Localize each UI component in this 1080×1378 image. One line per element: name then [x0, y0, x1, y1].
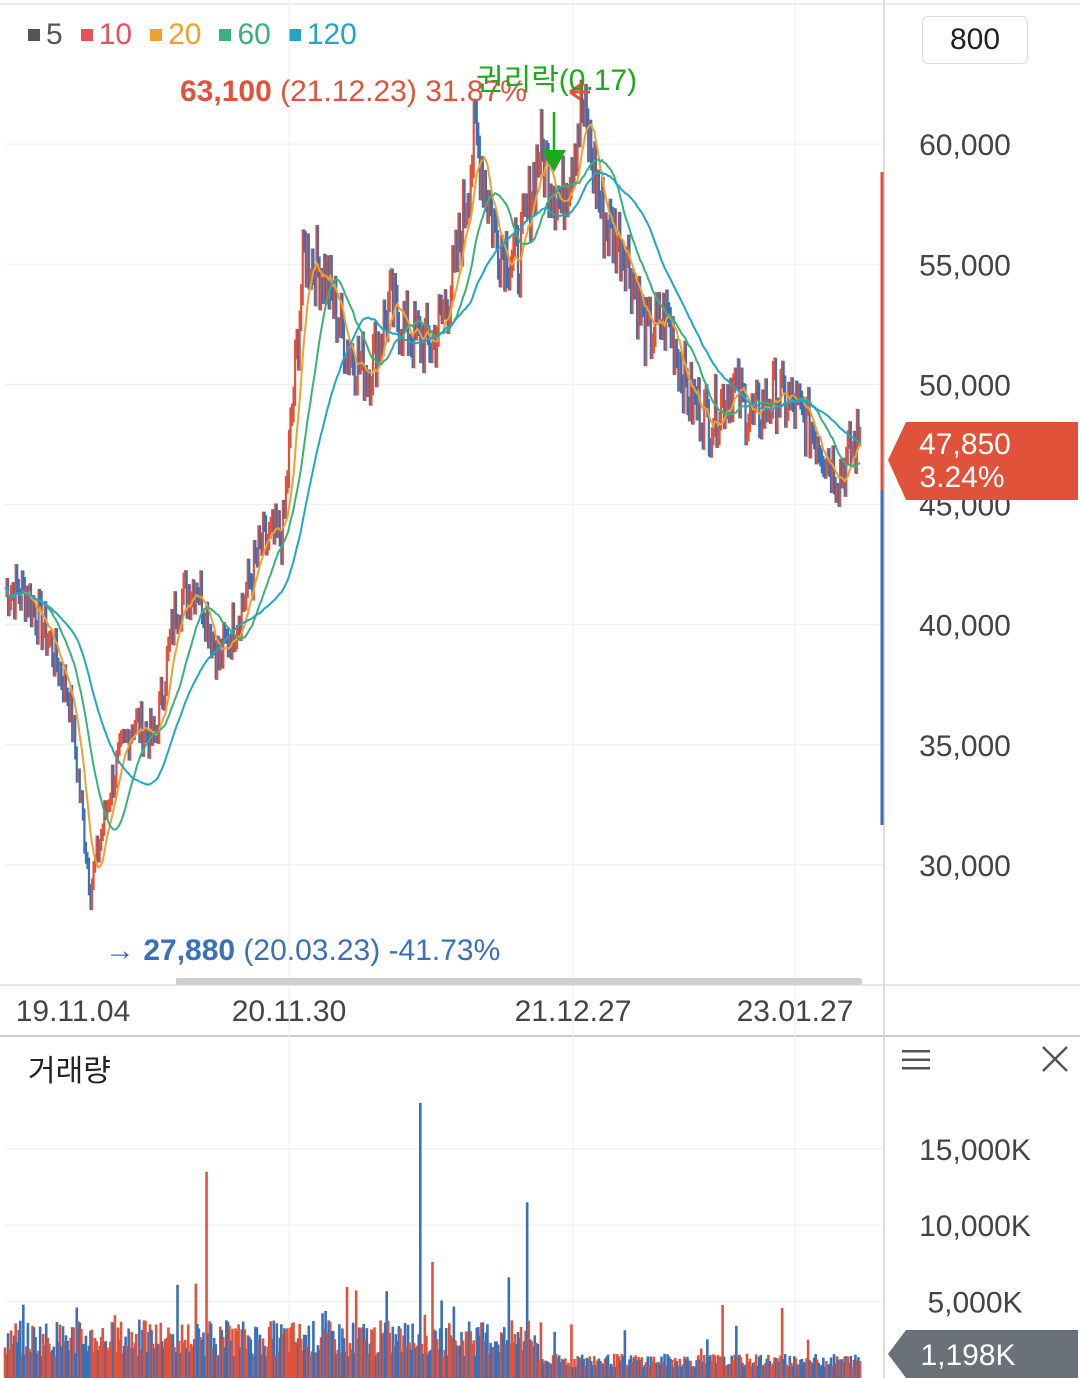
volume-tick-label: 5,000K	[927, 1287, 1022, 1320]
legend-label-ma20: 20	[168, 18, 202, 51]
legend-swatch-ma60	[219, 29, 232, 41]
low-price-value: 27,880	[135, 934, 235, 967]
current-price-change: 3.24%	[919, 461, 1004, 494]
volume-tick-label: 15,000K	[919, 1134, 1031, 1167]
volume-tick-label: 10,000K	[919, 1210, 1031, 1243]
current-price-badge	[888, 422, 1078, 500]
ma-legend: 5 10 20 60 120	[28, 18, 357, 52]
date-tick-label: 21.12.27	[515, 995, 632, 1028]
date-tick-label: 23.01.27	[737, 995, 854, 1028]
legend-swatch-ma10	[80, 29, 93, 41]
price-tick-label: 35,000	[919, 730, 1011, 763]
current-price-value: 47,850	[919, 428, 1011, 461]
menu-icon[interactable]	[900, 1046, 932, 1074]
legend-swatch-ma120	[288, 29, 301, 41]
legend-label-ma5: 5	[46, 18, 63, 51]
price-tick-label: 30,000	[919, 850, 1011, 883]
volume-panel-title: 거래량	[28, 1054, 111, 1089]
price-tick-label: 50,000	[919, 369, 1011, 402]
moving-average-line	[4, 171, 861, 786]
legend-label-ma10: 10	[98, 18, 133, 51]
high-price-value: 63,100	[180, 75, 272, 108]
low-price-detail: (20.03.23) -41.73%	[235, 934, 500, 967]
moving-average-line	[4, 158, 861, 831]
period-button[interactable]: 800	[922, 16, 1028, 64]
date-tick-label: 20.11.30	[232, 995, 347, 1028]
legend-item-ma20[interactable]: 20	[150, 18, 201, 52]
price-tick-label: 55,000	[919, 249, 1011, 282]
low-price-arrow: →	[105, 934, 135, 967]
legend-label-ma120: 120	[306, 18, 357, 51]
legend-item-ma60[interactable]: 60	[219, 18, 271, 52]
low-price-annotation: → 27,880 (20.03.23) -41.73%	[105, 934, 500, 967]
current-volume-badge	[888, 1330, 1078, 1378]
price-tick-label: 40,000	[919, 610, 1011, 643]
current-volume-value: 1,198K	[920, 1339, 1015, 1372]
high-price-annotation: 63,100 (21.12.23) 31.87%	[180, 75, 527, 108]
price-tick-label: 60,000	[919, 129, 1011, 162]
legend-swatch-ma20	[150, 29, 163, 41]
legend-item-ma10[interactable]: 10	[80, 18, 133, 52]
chart-scrollbar[interactable]	[176, 978, 862, 985]
date-tick-label: 19.11.04	[16, 995, 131, 1028]
ex-rights-label: 권리락(0.17)	[476, 64, 637, 97]
high-price-arrow	[569, 83, 590, 101]
close-icon[interactable]	[1040, 1044, 1070, 1074]
legend-item-ma120[interactable]: 120	[288, 18, 357, 52]
moving-average-line	[4, 123, 861, 869]
legend-item-ma5[interactable]: 5	[28, 18, 63, 52]
legend-swatch-ma5	[28, 29, 40, 41]
legend-label-ma60: 60	[237, 18, 271, 51]
high-price-detail: (21.12.23) 31.87%	[272, 75, 527, 108]
ex-rights-arrow-head	[542, 150, 566, 172]
current-volume-tag[interactable]: 1,198K	[888, 1330, 1078, 1378]
